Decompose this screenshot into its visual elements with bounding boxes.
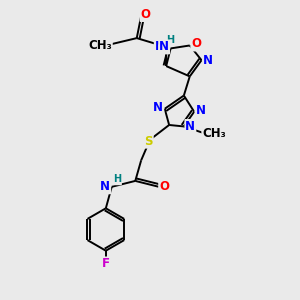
Text: N: N (203, 54, 213, 67)
Text: N: N (153, 101, 163, 114)
Text: N: N (100, 180, 110, 193)
Text: O: O (191, 38, 201, 50)
Text: O: O (159, 180, 169, 193)
Text: H: H (167, 35, 175, 46)
Text: N: N (155, 40, 165, 53)
Text: N: N (196, 104, 206, 117)
Text: CH₃: CH₃ (88, 39, 112, 52)
Text: CH₃: CH₃ (202, 127, 226, 140)
Text: O: O (141, 8, 151, 21)
Text: H: H (113, 174, 121, 184)
Text: F: F (102, 257, 110, 271)
Text: N: N (159, 40, 169, 53)
Text: S: S (144, 135, 153, 148)
Text: N: N (185, 120, 195, 133)
